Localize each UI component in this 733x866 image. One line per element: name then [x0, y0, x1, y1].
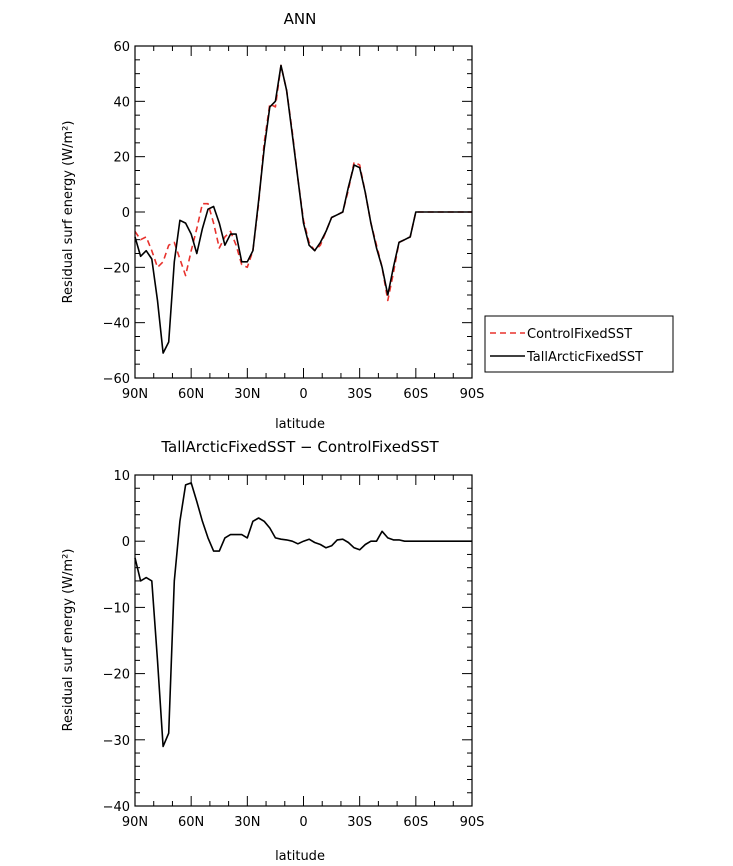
top-xtick-label: 90S: [460, 387, 485, 402]
top-chart-title: ANN: [284, 10, 317, 28]
top-xtick-label: 0: [299, 387, 307, 402]
bottom-chart-series: [134, 482, 472, 748]
top-ytick-label: −20: [103, 261, 130, 276]
bottom-series-line-0: [134, 482, 472, 748]
top-series-line-0: [134, 64, 472, 302]
legend-label-control: ControlFixedSST: [527, 327, 632, 342]
bottom-chart-xlabel: latitude: [275, 849, 325, 864]
top-xtick-label: 60S: [403, 387, 428, 402]
legend: ControlFixedSST TallArcticFixedSST: [484, 315, 674, 373]
top-ytick-label: 40: [113, 95, 130, 110]
bottom-xtick-label: 90N: [122, 815, 148, 830]
bottom-xtick-label: 60N: [178, 815, 204, 830]
top-ytick-label: 0: [122, 206, 130, 221]
top-series-line-1: [134, 64, 472, 354]
bottom-ytick-label: 0: [122, 535, 130, 550]
bottom-xtick-label: 30S: [347, 815, 372, 830]
bottom-ytick-label: 10: [113, 469, 130, 484]
bottom-chart-ticks: 90N 60N 30N 0 30S 60S 90S 10 0 −10 −20 −30 −40: [103, 469, 485, 830]
bottom-chart-frame: [134, 474, 473, 807]
top-xtick-label: 60N: [178, 387, 204, 402]
top-ytick-label: −40: [103, 317, 130, 332]
bottom-xtick-label: 0: [299, 815, 307, 830]
top-chart-frame: [134, 45, 473, 379]
top-chart-ticks: 90N 60N 30N 0 30S 60S 90S 60 40 20 0 −20 −40 −60: [103, 40, 485, 402]
bottom-chart-title: TallArcticFixedSST − ControlFixedSST: [160, 438, 439, 456]
legend-box: [484, 315, 674, 373]
top-xtick-label: 30S: [347, 387, 372, 402]
bottom-xtick-label: 30N: [234, 815, 260, 830]
top-chart-ylabel: Residual surf energy (W/m²): [61, 121, 76, 304]
bottom-ytick-label: −10: [103, 601, 130, 616]
legend-label-tallarctic: TallArcticFixedSST: [526, 350, 643, 365]
bottom-ytick-label: −20: [103, 668, 130, 683]
top-ytick-label: 20: [113, 151, 130, 166]
bottom-chart-ylabel: Residual surf energy (W/m²): [61, 549, 76, 732]
top-chart-xlabel: latitude: [275, 417, 325, 432]
top-ytick-label: −60: [103, 372, 130, 387]
bottom-xtick-label: 60S: [403, 815, 428, 830]
top-ytick-label: 60: [113, 40, 130, 55]
top-xtick-label: 30N: [234, 387, 260, 402]
bottom-xtick-label: 90S: [460, 815, 485, 830]
top-xtick-label: 90N: [122, 387, 148, 402]
bottom-ytick-label: −30: [103, 734, 130, 749]
top-chart-series: [134, 64, 472, 354]
bottom-ytick-label: −40: [103, 800, 130, 815]
